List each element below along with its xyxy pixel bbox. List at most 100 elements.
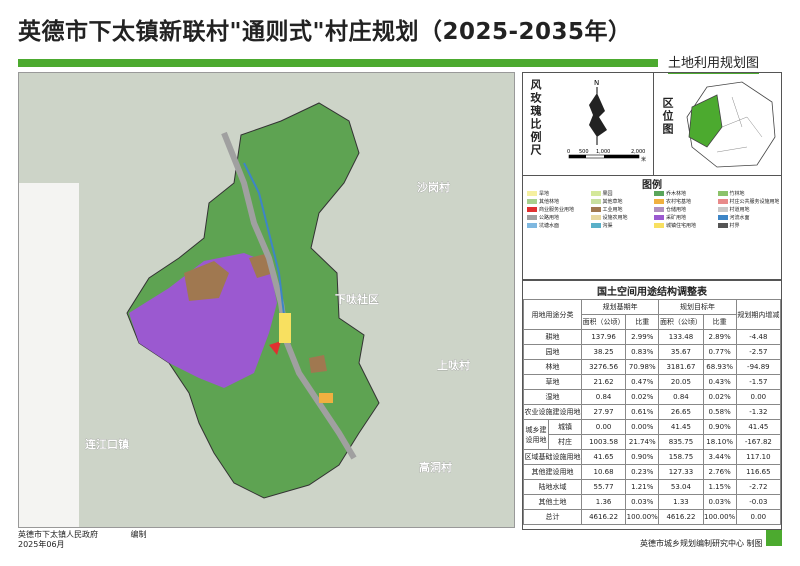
table-cell: 100.00% (625, 509, 660, 525)
legend-item: 工业用地 (590, 206, 653, 213)
table-cell: 0.77% (702, 344, 737, 360)
table-cell: 0.23% (625, 464, 660, 480)
legend-label: 其他林地 (539, 199, 560, 205)
divider (653, 73, 654, 175)
table-cell: 137.96 (580, 329, 627, 345)
row-label: 区域基础设施用地 (523, 449, 582, 465)
table-cell: 2.89% (702, 329, 737, 345)
row-label: 陆地水域 (523, 479, 582, 495)
wind-rose-label: 风玫瑰比例尺 (529, 79, 542, 157)
legend-swatch (527, 215, 537, 220)
legend-item: 河流水面 (717, 214, 780, 221)
table-cell: -2.57 (735, 344, 782, 360)
legend-label: 旱地 (539, 191, 550, 197)
legend-label: 设施农用地 (602, 215, 628, 221)
header-cell: 规划目标年 (658, 299, 737, 315)
table-cell: 26.65 (658, 404, 704, 420)
scale-label: 500 (579, 149, 589, 155)
legend-item: 旱地 (527, 190, 589, 197)
table-cell: 116.65 (735, 464, 782, 480)
header-cell: 规划基期年 (580, 299, 660, 315)
table-row: 林地 3276.56 70.98% 3181.67 68.93% -94.89 (523, 359, 782, 375)
table-cell: 35.67 (658, 344, 704, 360)
scale-label: 0 (567, 149, 570, 155)
table-cell: 3181.67 (658, 359, 704, 375)
legend-label: 公路用地 (539, 215, 560, 221)
settlement (319, 393, 333, 403)
legend-title: 图例 (642, 180, 662, 191)
table-row: 总计 4616.22 100.00% 4616.22 100.00% 0.00 (523, 509, 782, 525)
row-label: 总计 (523, 509, 582, 525)
legend-swatch (590, 199, 601, 204)
table-cell: 0.00 (735, 389, 782, 405)
row-label: 草地 (523, 374, 582, 390)
location-label: 区位图 (661, 97, 674, 136)
table-cell: 41.45 (658, 419, 704, 435)
table-cell: 41.45 (735, 419, 782, 435)
place-label: 上呔村 (437, 358, 470, 372)
legend-items: 旱地 果园 乔木林地 竹林地 其他林地 其他草地 农村宅基地 村庄公共服务设施用地 商业服务业用… (527, 190, 779, 229)
legend-label: 河流水面 (729, 215, 750, 221)
legend-swatch (654, 191, 664, 196)
table-cell: 18.10% (702, 434, 737, 450)
row-label: 农业设施建设用地 (523, 404, 582, 420)
legend-swatch (654, 199, 664, 204)
compiler-role: 编制 (130, 530, 147, 539)
table-cell: 0.00% (625, 419, 660, 435)
scale-label: 2,000 (631, 149, 645, 155)
table-cell: 127.33 (658, 464, 704, 480)
table-cell: 0.90% (625, 449, 660, 465)
row-label: 耕地 (523, 329, 582, 345)
legend-swatch (590, 223, 601, 228)
table-cell: 0.02% (702, 389, 737, 405)
row-label: 村庄 (548, 434, 582, 450)
river (243, 162, 286, 324)
legend-item: 设施农用地 (590, 214, 653, 221)
table-cell: 0.84 (580, 389, 627, 405)
place-label: 连江口镇 (85, 437, 129, 451)
table-cell: 0.00 (735, 509, 782, 525)
legend-swatch (717, 223, 728, 228)
legend-label: 坑塘水面 (539, 223, 560, 229)
legend-swatch (590, 207, 601, 212)
table-cell: -167.82 (735, 434, 782, 450)
legend-swatch (717, 191, 728, 196)
location-map (686, 81, 776, 168)
table-cell: 20.05 (658, 374, 704, 390)
legend-item: 沟渠 (590, 222, 653, 229)
table-cell: 0.61% (625, 404, 660, 420)
town-borders (716, 96, 763, 153)
legend-item: 农村宅基地 (654, 198, 716, 205)
legend-swatch (527, 199, 537, 204)
legend-item: 果园 (590, 190, 653, 197)
legend-label: 商业服务业用地 (539, 207, 575, 213)
legend: 图例 旱地 果园 乔木林地 竹林地 其他林地 其他草地 农村宅基地 村庄公共服务设施用地 商业服… (522, 176, 782, 280)
legend-swatch (590, 191, 601, 196)
legend-item: 其他草地 (590, 198, 653, 205)
table-cell: 0.43% (702, 374, 737, 390)
wind-rose: N 0 500 1,000 2,000 米 (567, 79, 646, 163)
table-cell: -4.48 (735, 329, 782, 345)
legend-swatch (717, 215, 728, 220)
table-cell: 70.98% (625, 359, 660, 375)
legend-item: 城镇住宅用地 (654, 222, 716, 229)
table-cell: -94.89 (735, 359, 782, 375)
table-cell: -1.57 (735, 374, 782, 390)
table-cell: 21.62 (580, 374, 627, 390)
table-row: 陆地水域 55.77 1.21% 53.04 1.15% -2.72 (523, 479, 782, 495)
table-cell: 1.33 (658, 494, 704, 510)
blank-area (19, 183, 79, 527)
legend-item: 商业服务业用地 (527, 206, 589, 213)
legend-item: 村庄公共服务设施用地 (717, 198, 779, 205)
table-cell: 158.75 (658, 449, 704, 465)
row-label: 湿地 (523, 389, 582, 405)
table-cell: 21.74% (625, 434, 660, 450)
table-row: 村庄 1003.58 21.74% 835.75 18.10% -167.82 (524, 434, 782, 450)
table-cell: 41.65 (580, 449, 627, 465)
table-cell: 1.36 (580, 494, 627, 510)
table-cell: 1003.58 (580, 434, 627, 450)
scale-unit: 米 (641, 156, 646, 163)
header-cell: 比重 (702, 314, 737, 330)
legend-item: 村界 (717, 222, 780, 229)
